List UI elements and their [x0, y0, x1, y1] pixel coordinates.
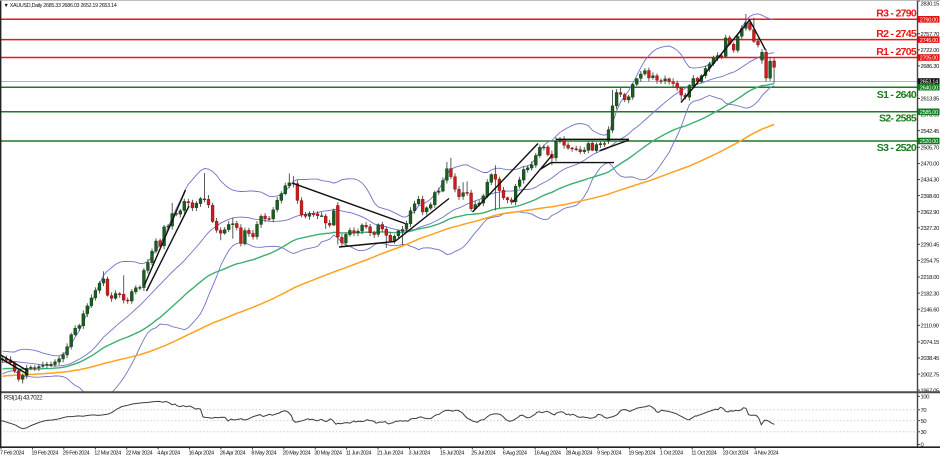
svg-text:1 Oct 2024: 1 Oct 2024	[660, 451, 683, 457]
svg-text:16 Apr 2024: 16 Apr 2024	[189, 451, 215, 457]
svg-text:2722.00: 2722.00	[921, 48, 940, 54]
svg-text:11 Oct 2024: 11 Oct 2024	[691, 451, 716, 457]
svg-text:15 Jul 2024: 15 Jul 2024	[440, 451, 464, 457]
svg-text:2585.00: 2585.00	[920, 110, 938, 116]
svg-text:RSI(14) 43.7022: RSI(14) 43.7022	[4, 396, 43, 402]
svg-text:2505.70: 2505.70	[921, 146, 940, 152]
svg-text:26 Apr 2024: 26 Apr 2024	[220, 451, 246, 457]
svg-text:R3 - 2790: R3 - 2790	[876, 8, 917, 20]
svg-text:30 May 2024: 30 May 2024	[314, 451, 342, 457]
svg-text:2327.20: 2327.20	[921, 226, 940, 232]
svg-text:2542.45: 2542.45	[921, 129, 940, 135]
svg-text:30: 30	[921, 430, 927, 436]
svg-text:2290.45: 2290.45	[921, 243, 940, 249]
svg-text:50: 50	[921, 419, 927, 425]
svg-text:S2- 2585: S2- 2585	[879, 113, 917, 125]
svg-text:2686.30: 2686.30	[921, 64, 940, 70]
svg-text:2757.70: 2757.70	[921, 32, 940, 38]
svg-text:2074.15: 2074.15	[921, 340, 940, 346]
svg-text:3 Jul 2024: 3 Jul 2024	[409, 451, 431, 457]
svg-text:2146.60: 2146.60	[921, 307, 940, 313]
svg-text:2640.00: 2640.00	[920, 85, 938, 91]
svg-text:12 Mar 2024: 12 Mar 2024	[94, 451, 121, 457]
svg-text:70: 70	[921, 408, 927, 414]
svg-text:22 Mar 2024: 22 Mar 2024	[126, 451, 153, 457]
svg-text:7 Feb 2024: 7 Feb 2024	[0, 451, 24, 457]
svg-text:2745.00: 2745.00	[920, 38, 938, 44]
svg-text:21 Jun 2024: 21 Jun 2024	[377, 451, 403, 457]
svg-text:8 May 2024: 8 May 2024	[251, 451, 276, 457]
svg-text:2362.90: 2362.90	[921, 210, 940, 216]
svg-text:29 Feb 2024: 29 Feb 2024	[63, 451, 90, 457]
svg-text:4 Apr 2024: 4 Apr 2024	[157, 451, 180, 457]
svg-text:2830.15: 2830.15	[921, 2, 940, 8]
svg-text:2434.30: 2434.30	[921, 178, 940, 184]
svg-text:2110.90: 2110.90	[921, 324, 939, 330]
svg-text:6 Aug 2024: 6 Aug 2024	[503, 451, 527, 457]
svg-text:2470.00: 2470.00	[921, 162, 940, 168]
svg-text:2613.85: 2613.85	[921, 97, 940, 103]
svg-text:2790.00: 2790.00	[920, 18, 938, 24]
svg-text:2653.14: 2653.14	[920, 80, 938, 86]
svg-text:11 Jun 2024: 11 Jun 2024	[346, 451, 372, 457]
svg-text:19 Feb 2024: 19 Feb 2024	[31, 451, 58, 457]
svg-text:2398.60: 2398.60	[921, 194, 940, 200]
svg-text:2218.00: 2218.00	[921, 275, 940, 281]
svg-text:2182.30: 2182.30	[921, 291, 940, 297]
svg-text:9 Sep 2024: 9 Sep 2024	[597, 451, 621, 457]
svg-text:2038.45: 2038.45	[921, 356, 940, 362]
svg-text:20 May 2024: 20 May 2024	[283, 451, 311, 457]
svg-text:2578.65: 2578.65	[921, 113, 940, 119]
svg-text:S1 - 2640: S1 - 2640	[877, 89, 917, 101]
svg-text:▼ XAUUSD,Daily 2685.33 2686.0: ▼ XAUUSD,Daily 2685.33 2686.03 2652.19 2…	[4, 3, 117, 9]
svg-text:28 Aug 2024: 28 Aug 2024	[566, 451, 593, 457]
svg-text:2254.75: 2254.75	[921, 259, 940, 265]
svg-text:25 Jul 2024: 25 Jul 2024	[471, 451, 495, 457]
svg-text:16 Aug 2024: 16 Aug 2024	[534, 451, 561, 457]
svg-text:23 Oct 2024: 23 Oct 2024	[723, 451, 749, 457]
svg-text:4 Nov 2024: 4 Nov 2024	[754, 451, 778, 457]
svg-text:2002.75: 2002.75	[921, 372, 940, 378]
svg-text:19 Sep 2024: 19 Sep 2024	[628, 451, 655, 457]
svg-text:2520.00: 2520.00	[920, 139, 938, 145]
svg-text:R2 - 2745: R2 - 2745	[876, 28, 917, 40]
svg-text:R1 - 2705: R1 - 2705	[876, 46, 917, 58]
svg-text:2705.00: 2705.00	[920, 56, 938, 62]
svg-text:0: 0	[921, 443, 924, 449]
svg-text:100: 100	[921, 395, 930, 401]
svg-text:S3 - 2520: S3 - 2520	[877, 142, 917, 154]
